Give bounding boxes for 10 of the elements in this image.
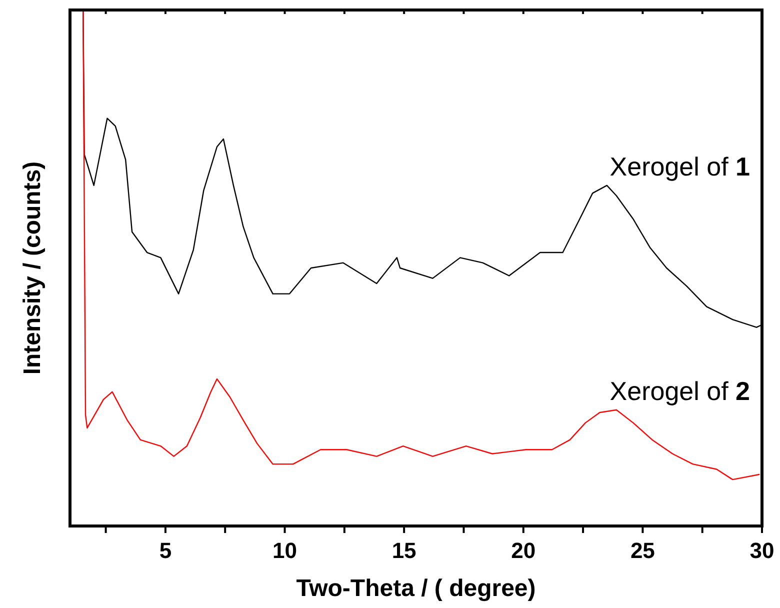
x-axis-title: Two-Theta / ( degree)	[296, 575, 536, 602]
series-label: Xerogel of 1	[610, 151, 750, 182]
y-axis-title: Intensity / (counts)	[19, 161, 46, 375]
x-tick-label: 15	[392, 538, 416, 563]
x-tick-label: 10	[272, 538, 297, 563]
x-tick-label: 25	[630, 538, 655, 563]
x-tick-label: 5	[159, 538, 172, 563]
series-label: Xerogel of 2	[610, 376, 750, 406]
x-tick-label: 20	[511, 538, 536, 563]
x-tick-label: 30	[750, 538, 774, 563]
